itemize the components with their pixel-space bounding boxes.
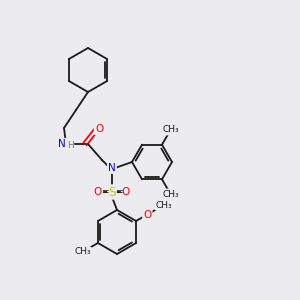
Text: =: = <box>101 188 109 196</box>
Text: N: N <box>108 163 116 173</box>
Text: H: H <box>67 142 73 151</box>
Text: =: = <box>115 188 123 196</box>
Text: CH₃: CH₃ <box>74 248 91 256</box>
Text: CH₃: CH₃ <box>155 200 172 209</box>
Text: O: O <box>95 124 103 134</box>
Text: S: S <box>108 185 116 199</box>
Text: CH₃: CH₃ <box>162 125 179 134</box>
Text: O: O <box>94 187 102 197</box>
Text: O: O <box>122 187 130 197</box>
Text: O: O <box>143 209 152 220</box>
Text: CH₃: CH₃ <box>162 190 179 199</box>
Text: N: N <box>58 139 66 149</box>
